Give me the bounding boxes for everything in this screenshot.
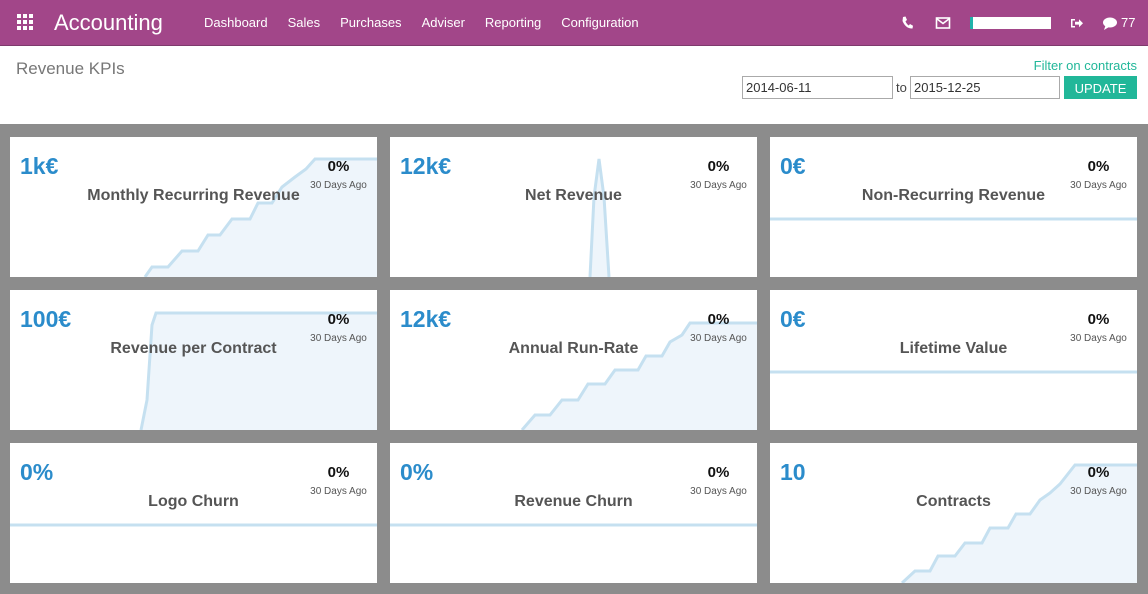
kpi-title: Net Revenue [525,187,622,204]
kpi-card-revenue-per-contract[interactable]: 100€ Revenue per Contract 0% 30 Days Ago [10,290,377,430]
kpi-value: 0€ [780,306,806,332]
sparkline-line [139,311,377,430]
update-button[interactable]: UPDATE [1064,76,1137,99]
kpi-card-net-revenue[interactable]: 12k€ Net Revenue 0% 30 Days Ago [390,137,757,277]
kpi-card-monthly-recurring-revenue[interactable]: 1k€ Monthly Recurring Revenue 0% 30 Days… [10,137,377,277]
sparkline-area [141,313,377,430]
sparkline-line [900,463,1137,583]
kpi-value: 0% [20,459,54,485]
sparkline [588,158,757,277]
sparkline-area [145,159,377,277]
sparkline-area [590,159,757,277]
sparkline-line [520,321,757,430]
kpi-title: Logo Churn [148,493,239,510]
kpi-card-lifetime-value[interactable]: 0€ Lifetime Value 0% 30 Days Ago [770,290,1137,430]
main-menu: Dashboard Sales Purchases Adviser Report… [194,15,649,31]
kpi-period-label: 30 Days Ago [310,486,367,497]
kpi-period-label: 30 Days Ago [310,180,367,191]
kpi-card-non-recurring-revenue[interactable]: 0€ Non-Recurring Revenue 0% 30 Days Ago [770,137,1137,277]
kpi-percent-change: 0% [1087,158,1110,175]
menu-item-purchases[interactable]: Purchases [340,15,402,30]
kpi-title: Revenue Churn [514,493,633,510]
sparkline-area [522,323,757,430]
kpi-period-label: 30 Days Ago [1070,333,1127,344]
kpi-card-contracts[interactable]: 10 Contracts 0% 30 Days Ago [770,443,1137,583]
menu-item-dashboard[interactable]: Dashboard [204,15,268,30]
kpi-value: 0% [400,459,434,485]
mail-icon[interactable] [935,13,951,33]
kpi-percent-change: 0% [327,464,350,481]
kpi-value: 10 [780,459,806,485]
kpi-percent-change: 0% [707,464,730,481]
sparkline [770,370,1137,374]
kpi-period-label: 30 Days Ago [1070,486,1127,497]
grid-icon[interactable] [17,14,34,31]
sparkline [143,157,377,277]
kpi-value: 12k€ [400,153,452,179]
sparkline [10,523,377,527]
kpi-period-label: 30 Days Ago [690,486,747,497]
kpi-grid: 1k€ Monthly Recurring Revenue 0% 30 Days… [0,124,1148,594]
top-navbar: Accounting Dashboard Sales Purchases Adv… [0,0,1148,46]
sparkline-line [588,158,611,277]
sparkline [770,217,1137,221]
kpi-percent-change: 0% [707,311,730,328]
menu-item-sales[interactable]: Sales [287,15,321,30]
kpi-title: Contracts [916,493,991,510]
kpi-value: 1k€ [20,153,59,179]
page-title: Revenue KPIs [16,59,125,78]
kpi-title: Annual Run-Rate [508,340,639,357]
start-date-input[interactable] [742,76,893,99]
kpi-percent-change: 0% [1087,464,1110,481]
filter-on-contracts-link[interactable]: Filter on contracts [1033,58,1137,73]
user-menu[interactable] [970,17,1051,29]
sparkline [520,321,757,430]
sparkline-line [143,157,377,277]
kpi-percent-change: 0% [707,158,730,175]
kpi-title: Revenue per Contract [110,340,277,357]
kpi-card-logo-churn[interactable]: 0% Logo Churn 0% 30 Days Ago [10,443,377,583]
to-label: to [896,80,907,95]
chat-icon[interactable] [1102,13,1118,33]
end-date-input[interactable] [910,76,1060,99]
sparkline [390,523,757,527]
kpi-value: 0€ [780,153,806,179]
kpi-period-label: 30 Days Ago [1070,180,1127,191]
kpi-title: Non-Recurring Revenue [861,187,1046,204]
kpi-value: 100€ [20,306,72,332]
phone-icon[interactable] [900,13,914,33]
kpi-value: 12k€ [400,306,452,332]
sparkline-area [902,465,1137,583]
logout-icon[interactable] [1070,13,1084,33]
kpi-title: Lifetime Value [899,340,1008,357]
kpi-card-revenue-churn[interactable]: 0% Revenue Churn 0% 30 Days Ago [390,443,757,583]
kpi-period-label: 30 Days Ago [690,180,747,191]
kpi-percent-change: 0% [327,311,350,328]
app-title: Accounting [54,10,163,35]
kpi-period-label: 30 Days Ago [690,333,747,344]
kpi-period-label: 30 Days Ago [310,333,367,344]
menu-item-configuration[interactable]: Configuration [561,15,639,30]
message-count[interactable]: 77 [1121,15,1136,30]
menu-item-adviser[interactable]: Adviser [421,15,465,30]
sparkline [139,311,377,430]
sparkline [900,463,1137,583]
kpi-percent-change: 0% [327,158,350,175]
kpi-title: Monthly Recurring Revenue [87,187,300,204]
kpi-percent-change: 0% [1087,311,1110,328]
menu-item-reporting[interactable]: Reporting [484,15,542,30]
kpi-card-annual-run-rate[interactable]: 12k€ Annual Run-Rate 0% 30 Days Ago [390,290,757,430]
